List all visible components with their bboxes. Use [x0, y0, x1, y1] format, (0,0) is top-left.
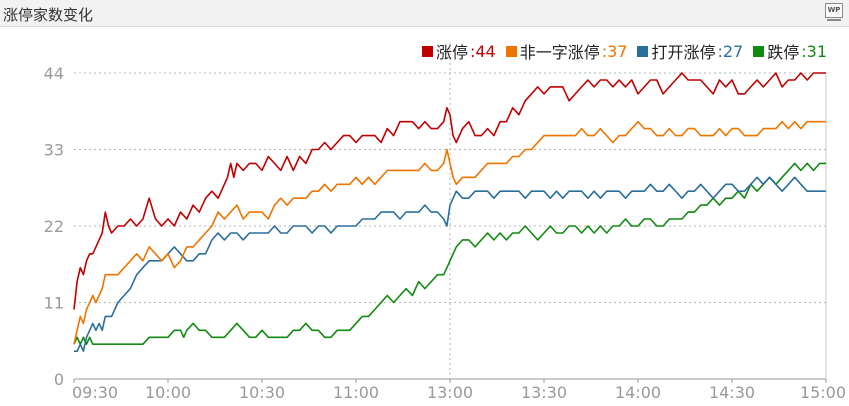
legend-sep: :: [469, 41, 476, 61]
panel-header: 涨停家数变化 WP: [0, 0, 849, 27]
legend-name: 非一字涨停: [519, 43, 600, 62]
legend-value: 37: [607, 41, 628, 61]
legend-value: 27: [722, 41, 744, 61]
wp-export-icon[interactable]: WP: [825, 3, 843, 23]
legend-name: 打开涨停: [651, 43, 716, 62]
x-tick-label: 10:30: [239, 383, 285, 402]
y-tick-label: 22: [44, 217, 64, 236]
series-line-3: [73, 162, 826, 346]
series-line-0: [73, 72, 826, 310]
x-tick-label: 11:00: [333, 383, 379, 402]
x-tick-label: 14:00: [615, 383, 661, 402]
legend-item-limit-down[interactable]: 跌停 : 31: [753, 39, 827, 63]
wp-icon-stand: [827, 19, 841, 21]
y-tick-label: 44: [44, 64, 64, 83]
x-tick-label: 09:30: [72, 383, 118, 402]
x-tick-label: 10:00: [145, 383, 191, 402]
legend-name: 跌停: [767, 43, 800, 62]
x-tick-label: 15:00: [800, 383, 846, 402]
x-tick-label: 14:30: [709, 383, 755, 402]
panel-title: 涨停家数变化: [3, 6, 94, 24]
legend-value: 44: [475, 41, 496, 61]
wp-icon-label: WP: [825, 3, 843, 18]
series-line-2: [74, 176, 826, 353]
series-line-1: [73, 120, 826, 345]
legend-swatch: [753, 45, 765, 57]
x-tick-label: 13:30: [521, 383, 567, 402]
legend-item-opened-limit-up[interactable]: 打开涨停 : 27: [637, 39, 743, 63]
x-tick-label: 13:00: [427, 383, 473, 402]
y-tick-label: 11: [44, 294, 64, 313]
y-tick-label: 0: [54, 370, 64, 389]
legend-name: 涨停: [435, 43, 468, 62]
legend-item-non-one-word-limit-up[interactable]: 非一字涨停 : 37: [505, 39, 628, 63]
legend-swatch: [421, 45, 433, 57]
legend-swatch: [505, 45, 517, 57]
legend-sep: :: [801, 41, 807, 61]
legend-sep: :: [601, 41, 608, 61]
legend-swatch: [637, 45, 649, 57]
y-tick-label: 33: [44, 141, 64, 160]
legend-item-limit-up[interactable]: 涨停 : 44: [421, 39, 496, 63]
legend-sep: :: [717, 41, 723, 61]
legend-value: 31: [806, 41, 827, 61]
chart-legend: 涨停 : 44 非一字涨停 : 37 打开涨停 : 27 跌停 : 31: [412, 39, 827, 63]
